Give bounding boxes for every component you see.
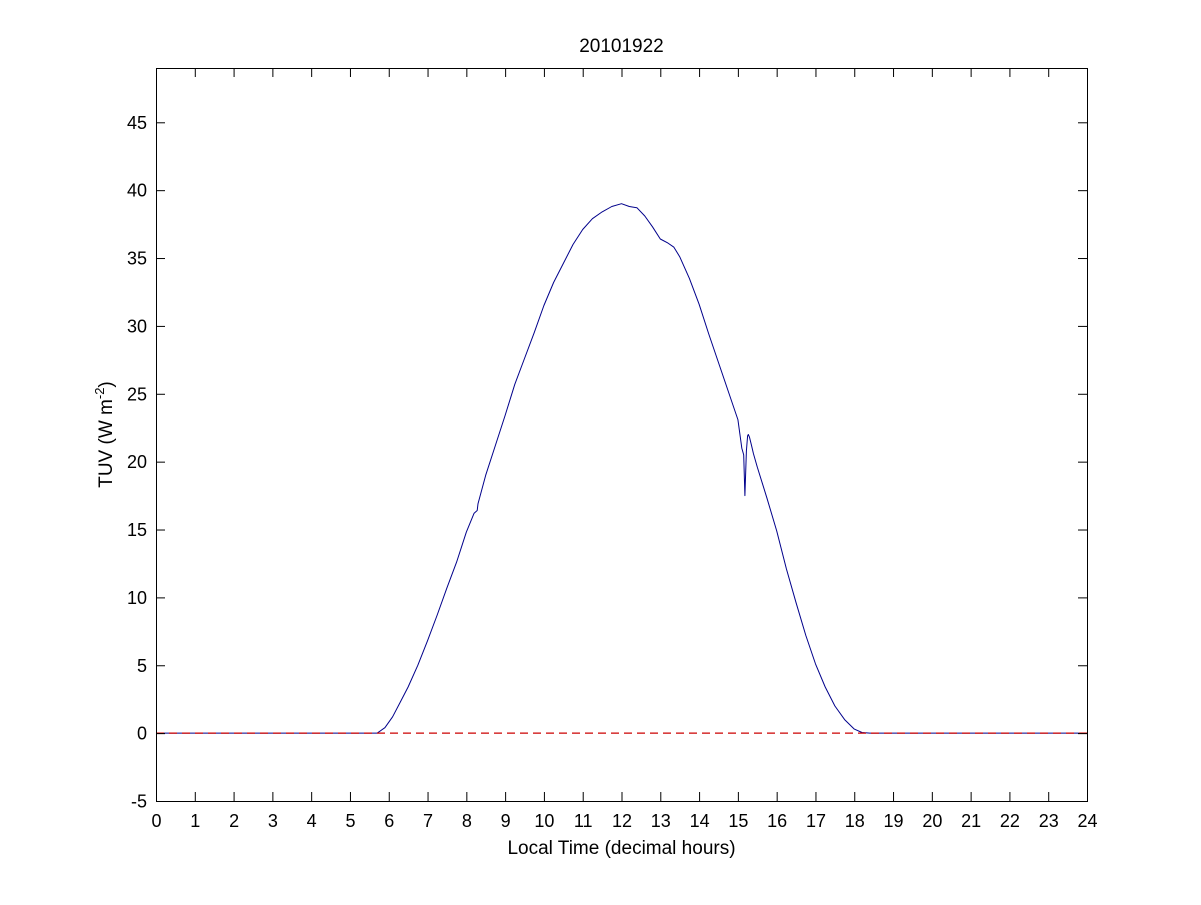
x-tick-label: 23 — [1039, 811, 1059, 831]
x-tick-label: 22 — [1000, 811, 1020, 831]
y-tick-label: 0 — [137, 724, 147, 744]
x-tick-label: 11 — [574, 811, 593, 831]
y-axis-label-superscript: -2 — [92, 388, 107, 400]
x-axis-label: Local Time (decimal hours) — [507, 838, 735, 859]
x-tick-label: 18 — [845, 811, 865, 831]
x-tick-label: 14 — [690, 811, 710, 831]
y-tick-label: 10 — [127, 588, 147, 608]
x-tick-label: 20 — [922, 811, 942, 831]
x-tick-label: 17 — [806, 811, 826, 831]
plot-area — [156, 68, 1087, 801]
y-tick-label: 20 — [127, 452, 147, 472]
y-axis-label: TUV (W m-2) — [92, 381, 117, 488]
y-tick-label: 30 — [127, 316, 147, 336]
y-tick-label: 25 — [127, 384, 147, 404]
x-tick-label: 0 — [151, 811, 161, 831]
x-tick-label: 8 — [462, 811, 472, 831]
y-tick-label: -5 — [131, 792, 147, 812]
x-tick-label: 7 — [423, 811, 433, 831]
x-tick-label: 1 — [190, 811, 200, 831]
y-tick-label: 35 — [127, 249, 147, 269]
y-axis-label-main: TUV (W m — [96, 399, 117, 488]
data-marks — [156, 203, 1087, 734]
x-tick-label: 5 — [345, 811, 355, 831]
x-tick-label: 24 — [1077, 811, 1097, 831]
x-tick-label: 4 — [307, 811, 317, 831]
axis-ticks: 0 1 2 3 4 5 6 7 8 9 10 11 12 13 14 15 16 17 18 19 20 21 22 23 24… — [127, 68, 1098, 831]
y-axis-label-close: ) — [96, 381, 117, 387]
x-tick-label: 13 — [651, 811, 671, 831]
x-tick-label: 9 — [501, 811, 511, 831]
x-tick-label: 16 — [767, 811, 787, 831]
y-tick-label: 40 — [127, 181, 147, 201]
x-tick-label: 3 — [268, 811, 278, 831]
x-tick-label: 2 — [229, 811, 239, 831]
y-tick-label: 15 — [127, 520, 147, 540]
x-tick-label: 6 — [384, 811, 394, 831]
chart-title: 20101922 — [579, 36, 664, 57]
x-tick-label: 15 — [728, 811, 748, 831]
y-tick-label: 45 — [127, 113, 147, 133]
x-tick-label: 21 — [961, 811, 981, 831]
x-tick-label: 12 — [612, 811, 632, 831]
tuv-series-line — [156, 203, 1087, 734]
x-tick-label: 10 — [534, 811, 554, 831]
x-tick-label: 19 — [884, 811, 904, 831]
y-tick-label: 5 — [137, 656, 147, 676]
